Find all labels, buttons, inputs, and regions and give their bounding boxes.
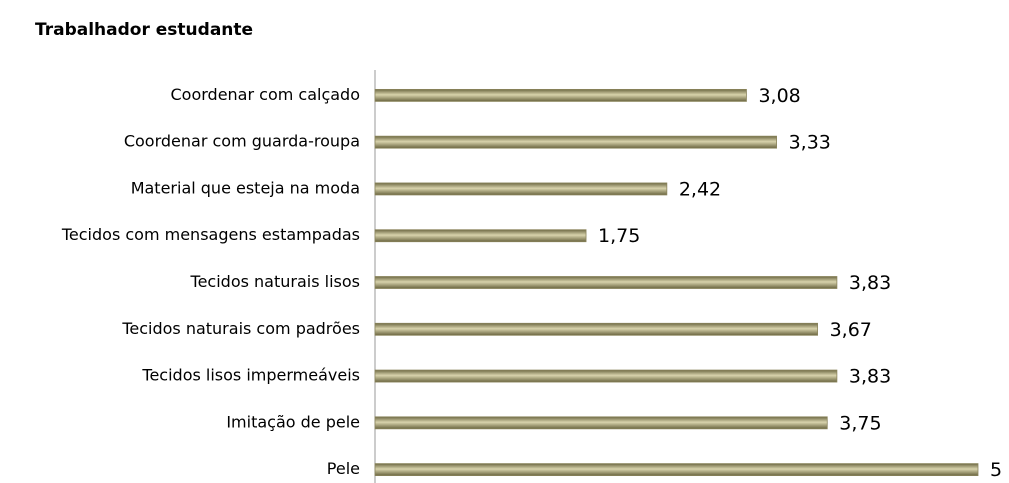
value-label: 3,75 xyxy=(839,412,881,434)
bar xyxy=(374,463,979,477)
value-label: 5 xyxy=(990,459,1002,481)
bar xyxy=(374,322,819,336)
value-label: 2,42 xyxy=(679,178,721,200)
bar xyxy=(374,276,838,289)
y-tick-label: Pele xyxy=(327,459,360,478)
y-tick-label: Imitação de pele xyxy=(226,412,360,431)
value-label: 3,33 xyxy=(789,132,831,154)
value-label: 3,83 xyxy=(849,272,891,294)
bar xyxy=(374,229,587,243)
y-tick-label: Tecidos naturais com padrões xyxy=(121,319,360,338)
y-tick-label: Coordenar com guarda-roupa xyxy=(124,132,360,151)
y-tick-label: Material que esteja na moda xyxy=(131,178,360,197)
value-label: 3,08 xyxy=(758,85,800,107)
value-label: 3,67 xyxy=(830,319,872,341)
y-tick-label: Coordenar com calçado xyxy=(170,85,360,104)
bar xyxy=(374,369,838,383)
bar xyxy=(374,416,828,430)
y-tick-label: Tecidos com mensagens estampadas xyxy=(61,225,360,244)
value-label: 1,75 xyxy=(598,225,640,247)
bar xyxy=(374,88,747,102)
bar xyxy=(374,182,668,196)
y-tick-label: Tecidos lisos impermeáveis xyxy=(141,366,360,385)
chart-title: Trabalhador estudante xyxy=(35,20,253,40)
y-tick-label: Tecidos naturais lisos xyxy=(190,272,360,291)
bar xyxy=(374,135,777,149)
value-label: 3,83 xyxy=(849,366,891,388)
